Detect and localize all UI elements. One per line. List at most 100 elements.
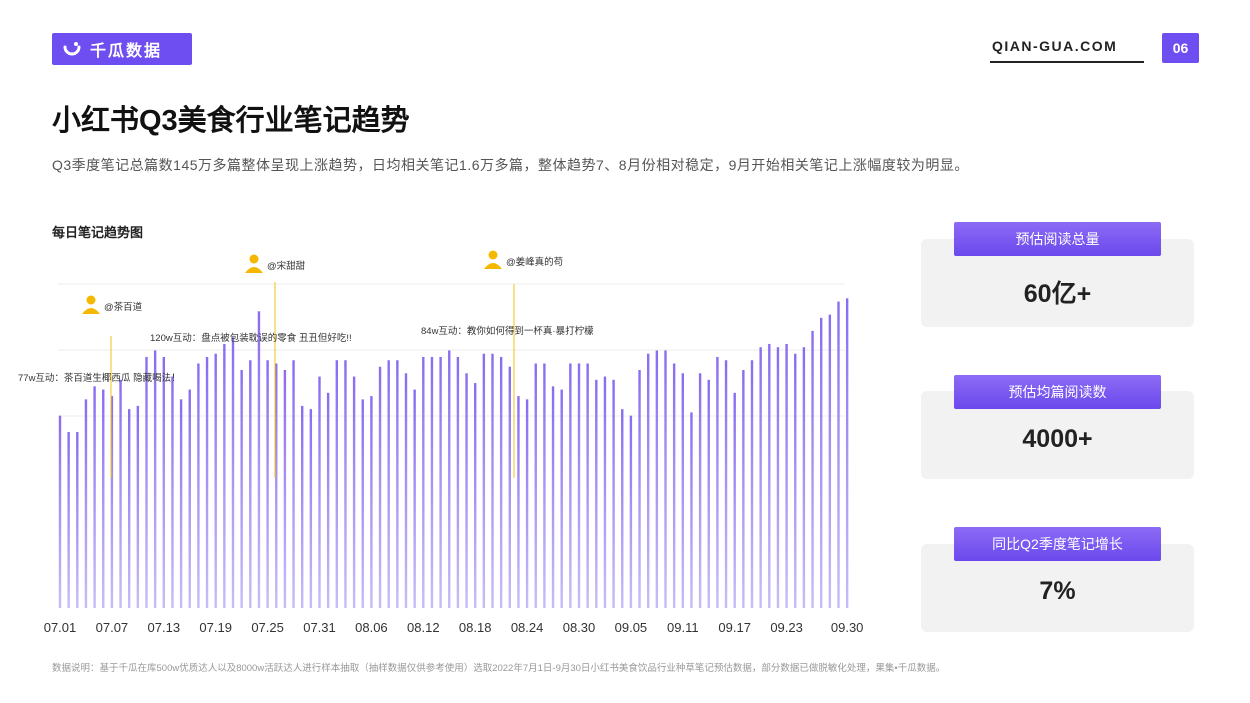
x-tick-label: 08.30 <box>563 620 596 635</box>
bar[interactable] <box>266 360 269 608</box>
bar[interactable] <box>197 363 200 609</box>
bar[interactable] <box>525 399 529 608</box>
x-tick-label: 09.11 <box>667 620 699 635</box>
bar[interactable] <box>344 360 347 608</box>
bar[interactable] <box>837 301 840 608</box>
bar[interactable] <box>742 370 745 608</box>
bar[interactable] <box>283 370 287 608</box>
bar[interactable] <box>672 363 676 609</box>
bar[interactable] <box>404 373 408 608</box>
bar[interactable] <box>785 343 788 608</box>
bar[interactable] <box>292 360 295 608</box>
bar[interactable] <box>794 353 797 608</box>
bar[interactable] <box>603 376 607 608</box>
bar[interactable] <box>370 396 373 608</box>
bar[interactable] <box>93 386 96 608</box>
bar[interactable] <box>223 343 226 608</box>
bar[interactable] <box>301 405 304 608</box>
bar[interactable] <box>499 356 503 608</box>
bar[interactable] <box>361 399 364 608</box>
bar[interactable] <box>214 353 217 608</box>
bar[interactable] <box>716 356 719 608</box>
bar[interactable] <box>179 399 183 608</box>
bar[interactable] <box>128 409 131 608</box>
bar[interactable] <box>249 360 252 608</box>
bar[interactable] <box>707 379 710 608</box>
bar[interactable] <box>153 350 157 608</box>
bar[interactable] <box>335 360 338 608</box>
bar[interactable] <box>629 415 633 608</box>
bar[interactable] <box>309 409 313 608</box>
bar[interactable] <box>802 347 806 608</box>
bar[interactable] <box>465 373 468 608</box>
bar[interactable] <box>58 415 62 608</box>
bar[interactable] <box>257 311 261 608</box>
bar[interactable] <box>352 376 356 608</box>
bar[interactable] <box>110 396 114 608</box>
bar[interactable] <box>724 360 728 608</box>
bar[interactable] <box>171 376 174 608</box>
bar[interactable] <box>664 350 667 608</box>
x-tick-label: 09.05 <box>615 620 648 635</box>
bar[interactable] <box>413 389 416 608</box>
bar[interactable] <box>681 373 684 608</box>
bar[interactable] <box>231 337 235 608</box>
bar[interactable] <box>482 353 486 608</box>
bar[interactable] <box>750 360 754 608</box>
x-tick-label: 07.25 <box>251 620 284 635</box>
bar[interactable] <box>759 347 762 608</box>
annotation-user: @宋甜甜 <box>267 260 306 272</box>
bar[interactable] <box>422 356 425 608</box>
bar[interactable] <box>768 343 771 608</box>
bar[interactable] <box>577 363 581 609</box>
bar[interactable] <box>820 317 823 608</box>
bar[interactable] <box>439 356 442 608</box>
brand-badge: 千瓜数据 <box>52 33 192 65</box>
bar[interactable] <box>638 370 641 608</box>
bar[interactable] <box>534 363 537 609</box>
bar[interactable] <box>517 396 520 608</box>
bar[interactable] <box>595 379 598 608</box>
bar[interactable] <box>621 409 624 608</box>
bar[interactable] <box>698 373 702 608</box>
bar[interactable] <box>76 431 79 608</box>
bar[interactable] <box>647 353 650 608</box>
bar[interactable] <box>84 399 88 608</box>
bar[interactable] <box>430 356 434 608</box>
bar[interactable] <box>776 347 780 608</box>
bar[interactable] <box>560 389 563 608</box>
bar[interactable] <box>690 412 693 608</box>
bar[interactable] <box>240 370 243 608</box>
bar[interactable] <box>569 363 572 609</box>
bar[interactable] <box>205 356 209 608</box>
bar[interactable] <box>474 383 477 608</box>
bar[interactable] <box>119 379 122 608</box>
site-url[interactable]: QIAN-GUA.COM <box>992 38 1118 54</box>
x-tick-label: 08.06 <box>355 620 388 635</box>
bar[interactable] <box>67 431 70 608</box>
bar[interactable] <box>275 363 278 609</box>
bar[interactable] <box>491 353 494 608</box>
bar[interactable] <box>162 356 165 608</box>
bar[interactable] <box>318 376 321 608</box>
bar[interactable] <box>326 392 330 608</box>
bar[interactable] <box>828 314 832 608</box>
bar[interactable] <box>102 389 105 608</box>
bar[interactable] <box>136 405 140 608</box>
bar[interactable] <box>543 363 546 609</box>
bar[interactable] <box>145 356 148 608</box>
bar[interactable] <box>612 379 615 608</box>
bar[interactable] <box>551 386 555 608</box>
bar[interactable] <box>396 360 399 608</box>
bar[interactable] <box>387 360 390 608</box>
bar[interactable] <box>811 330 814 608</box>
bar[interactable] <box>733 392 736 608</box>
bar[interactable] <box>586 363 589 609</box>
bar[interactable] <box>508 366 511 608</box>
bar[interactable] <box>188 389 191 608</box>
bar[interactable] <box>448 350 451 608</box>
bar[interactable] <box>378 366 382 608</box>
bar[interactable] <box>655 350 659 608</box>
bar[interactable] <box>456 356 460 608</box>
bar[interactable] <box>845 298 849 608</box>
